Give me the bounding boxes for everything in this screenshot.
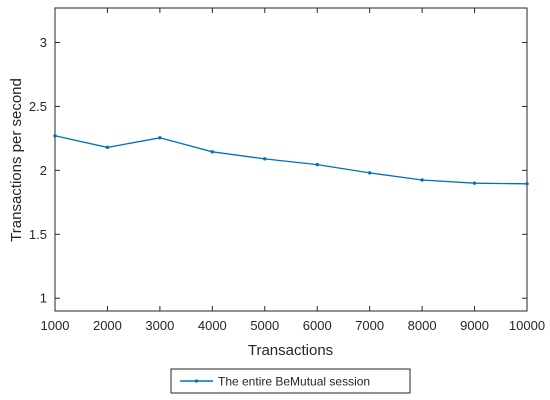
x-tick-label: 7000	[355, 318, 384, 333]
data-layer	[53, 134, 529, 186]
y-tick-label: 1.5	[29, 227, 47, 242]
data-point	[367, 171, 372, 175]
data-point	[53, 134, 57, 138]
data-point	[210, 150, 215, 154]
x-axis-ticks: 1000 2000 3000 4000 5000 6000 7000 8000 9000 1000…	[41, 8, 545, 333]
data-point	[525, 182, 529, 186]
x-tick-label: 2000	[93, 318, 122, 333]
legend-marker-sample	[194, 379, 199, 383]
x-tick-label: 3000	[145, 318, 174, 333]
x-tick-label: 8000	[408, 318, 437, 333]
x-tick-label: 6000	[303, 318, 332, 333]
y-tick-label: 2	[40, 163, 47, 178]
x-axis-label: Transactions	[248, 342, 333, 359]
series-line	[54, 135, 528, 185]
y-tick-label: 3	[40, 35, 47, 50]
data-point	[472, 181, 477, 185]
plot-frame	[54, 7, 528, 312]
y-tick-label: 1	[40, 291, 47, 306]
y-axis-ticks: 1 1.5 2 2.5 3	[29, 35, 527, 306]
legend-series-label: The entire BeMutual session	[218, 375, 370, 389]
x-tick-label: 9000	[460, 318, 489, 333]
x-tick-label: 10000	[509, 318, 545, 333]
data-point	[158, 136, 162, 140]
data-point	[263, 157, 267, 161]
plot-area-border	[54, 7, 528, 312]
data-point	[420, 178, 424, 182]
data-point	[315, 162, 319, 167]
x-tick-label: 4000	[198, 318, 227, 333]
y-tick-label: 2.5	[29, 99, 47, 114]
data-point	[105, 145, 110, 150]
y-axis-label: Transactions per second	[8, 78, 25, 242]
x-tick-label: 5000	[250, 318, 279, 333]
legend: The entire BeMutual session	[170, 368, 411, 394]
x-tick-label: 1000	[41, 318, 70, 333]
